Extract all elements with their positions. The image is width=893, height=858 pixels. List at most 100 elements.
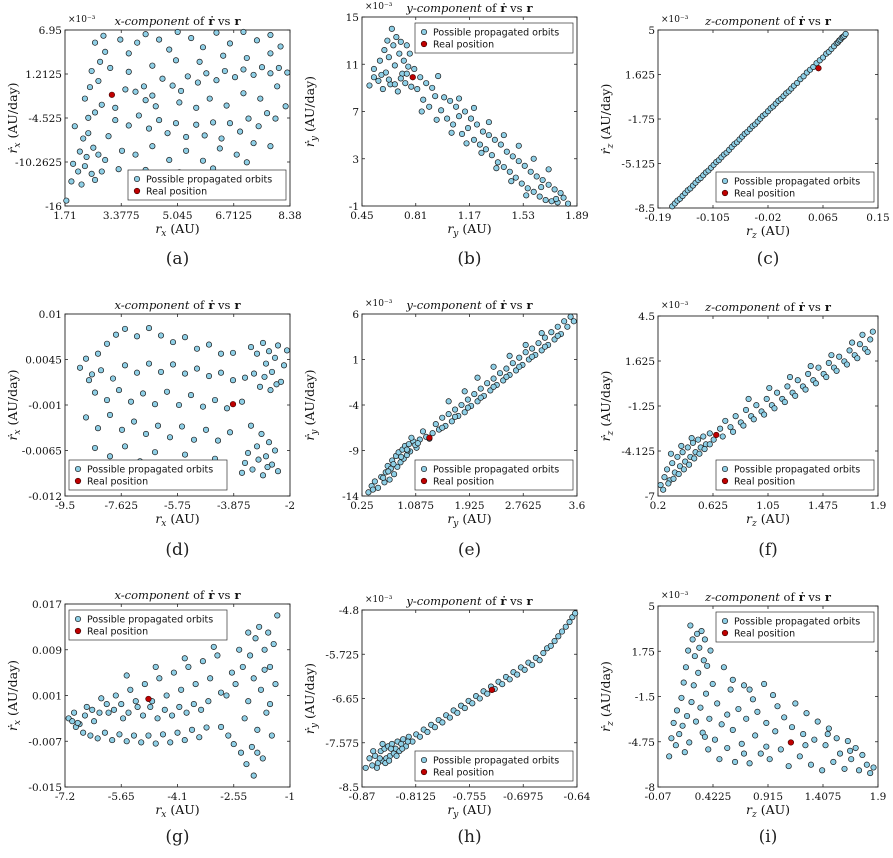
possible-orbit-point [660,486,667,493]
possible-orbit-point [379,86,386,93]
subplot-i: z-component of ṙ vs r -0.07 0.4225 0.915 1.4… [598,590,886,847]
possible-orbit-point [535,340,542,347]
possible-orbit-point [223,102,230,109]
possible-orbit-point [824,731,831,738]
possible-orbit-point [722,417,729,424]
legend-real-marker [721,477,729,485]
possible-orbit-point [823,373,830,381]
possible-orbit-point [732,758,739,765]
possible-orbit-point [210,643,217,650]
possible-orbit-point [141,681,148,688]
possible-orbit-point [680,679,687,686]
possible-orbit-point [761,411,768,418]
x-tick-label: 1.4075 [805,791,842,803]
possible-orbit-point [706,441,713,448]
possible-orbit-point [225,732,232,739]
possible-orbit-point [695,436,702,443]
possible-orbit-point [771,405,778,412]
possible-orbit-point [107,64,114,72]
possible-orbit-point [490,383,497,390]
possible-orbit-point [753,402,760,409]
possible-orbit-point [76,364,84,371]
chart-title: y-component of ṙ vs r [405,298,533,312]
possible-orbit-point [447,97,454,104]
possible-orbit-point [398,453,405,460]
possible-orbit-point [463,140,470,147]
legend-real-marker [420,40,428,48]
subplot-caption: (h) [457,827,481,847]
possible-orbit-point [122,86,129,93]
possible-orbit-point [805,370,812,377]
y-tick-label: -7.575 [325,738,359,750]
chart-title: y-component of ṙ vs r [405,594,533,608]
possible-orbit-point [91,109,99,116]
y-tick-label: -5.725 [325,649,359,661]
possible-orbit-point [190,436,198,443]
x-tick-label: -0.07 [645,791,672,803]
possible-orbit-point [679,722,686,729]
chart-title: z-component of ṙ vs r [704,590,832,604]
y-tick-label: -10.2625 [15,157,62,169]
possible-orbit-point [223,405,231,412]
y-tick-label: -0.0065 [22,446,62,458]
possible-orbit-point [547,642,554,649]
y-tick-label: -1.75 [628,114,655,126]
possible-orbit-point [91,389,99,396]
possible-orbit-point [705,746,712,753]
possible-orbit-point [849,339,856,346]
possible-orbit-point [369,762,376,769]
possible-orbit-point [231,74,239,81]
possible-orbit-point [98,101,105,108]
legend-real-label: Real position [433,768,494,779]
y-tick-label: -5.125 [621,159,655,171]
possible-orbit-point [509,360,516,367]
possible-orbit-point [250,370,258,377]
possible-orbit-point [754,708,761,715]
possible-orbit-point [446,714,453,721]
possible-orbit-point [199,44,207,51]
possible-orbit-point [240,28,247,35]
possible-orbit-point [411,65,418,73]
possible-orbit-point [685,647,692,654]
possible-orbit-point [183,709,190,716]
possible-orbit-point [277,378,285,385]
possible-orbit-point [807,761,815,768]
x-tick-label: 0.25 [350,500,373,512]
possible-orbit-point [464,404,471,411]
x-tick-label: -7.2 [55,791,75,803]
possible-orbit-point [380,474,387,481]
possible-orbit-point [156,675,163,682]
possible-orbit-point [530,188,537,195]
possible-orbit-point [142,430,150,438]
possible-orbit-point [194,79,201,86]
possible-orbit-point [109,375,117,382]
possible-orbit-point [270,640,277,648]
possible-orbit-point [718,721,725,728]
y-axis-label: ṙx (AU/day) [5,82,23,153]
possible-orbit-point [676,731,683,738]
y-tick-label: 3 [352,154,359,166]
possible-orbit-point [538,184,545,191]
possible-orbit-point [740,422,747,429]
possible-orbit-point [461,388,468,395]
possible-orbit-point [199,403,207,410]
possible-orbit-point [709,680,716,688]
legend-real-label: Real position [433,477,494,488]
possible-orbit-point [253,37,260,44]
possible-orbit-point [859,751,866,759]
possible-orbit-point [777,746,784,753]
possible-orbit-point [566,618,573,626]
possible-orbit-point [247,344,255,351]
possible-orbit-point [763,395,770,403]
possible-orbit-point [852,744,859,752]
x-axis-label: rz (AU) [746,511,790,529]
possible-orbit-point [686,461,693,468]
x-tick-label: 0.81 [404,210,427,222]
possible-orbit-point [268,461,276,468]
legend-possible-label: Possible propagated orbits [433,28,559,39]
chart-title: x-component of ṙ vs r [115,588,242,602]
possible-orbit-point [369,486,376,493]
possible-orbit-point [94,735,101,742]
